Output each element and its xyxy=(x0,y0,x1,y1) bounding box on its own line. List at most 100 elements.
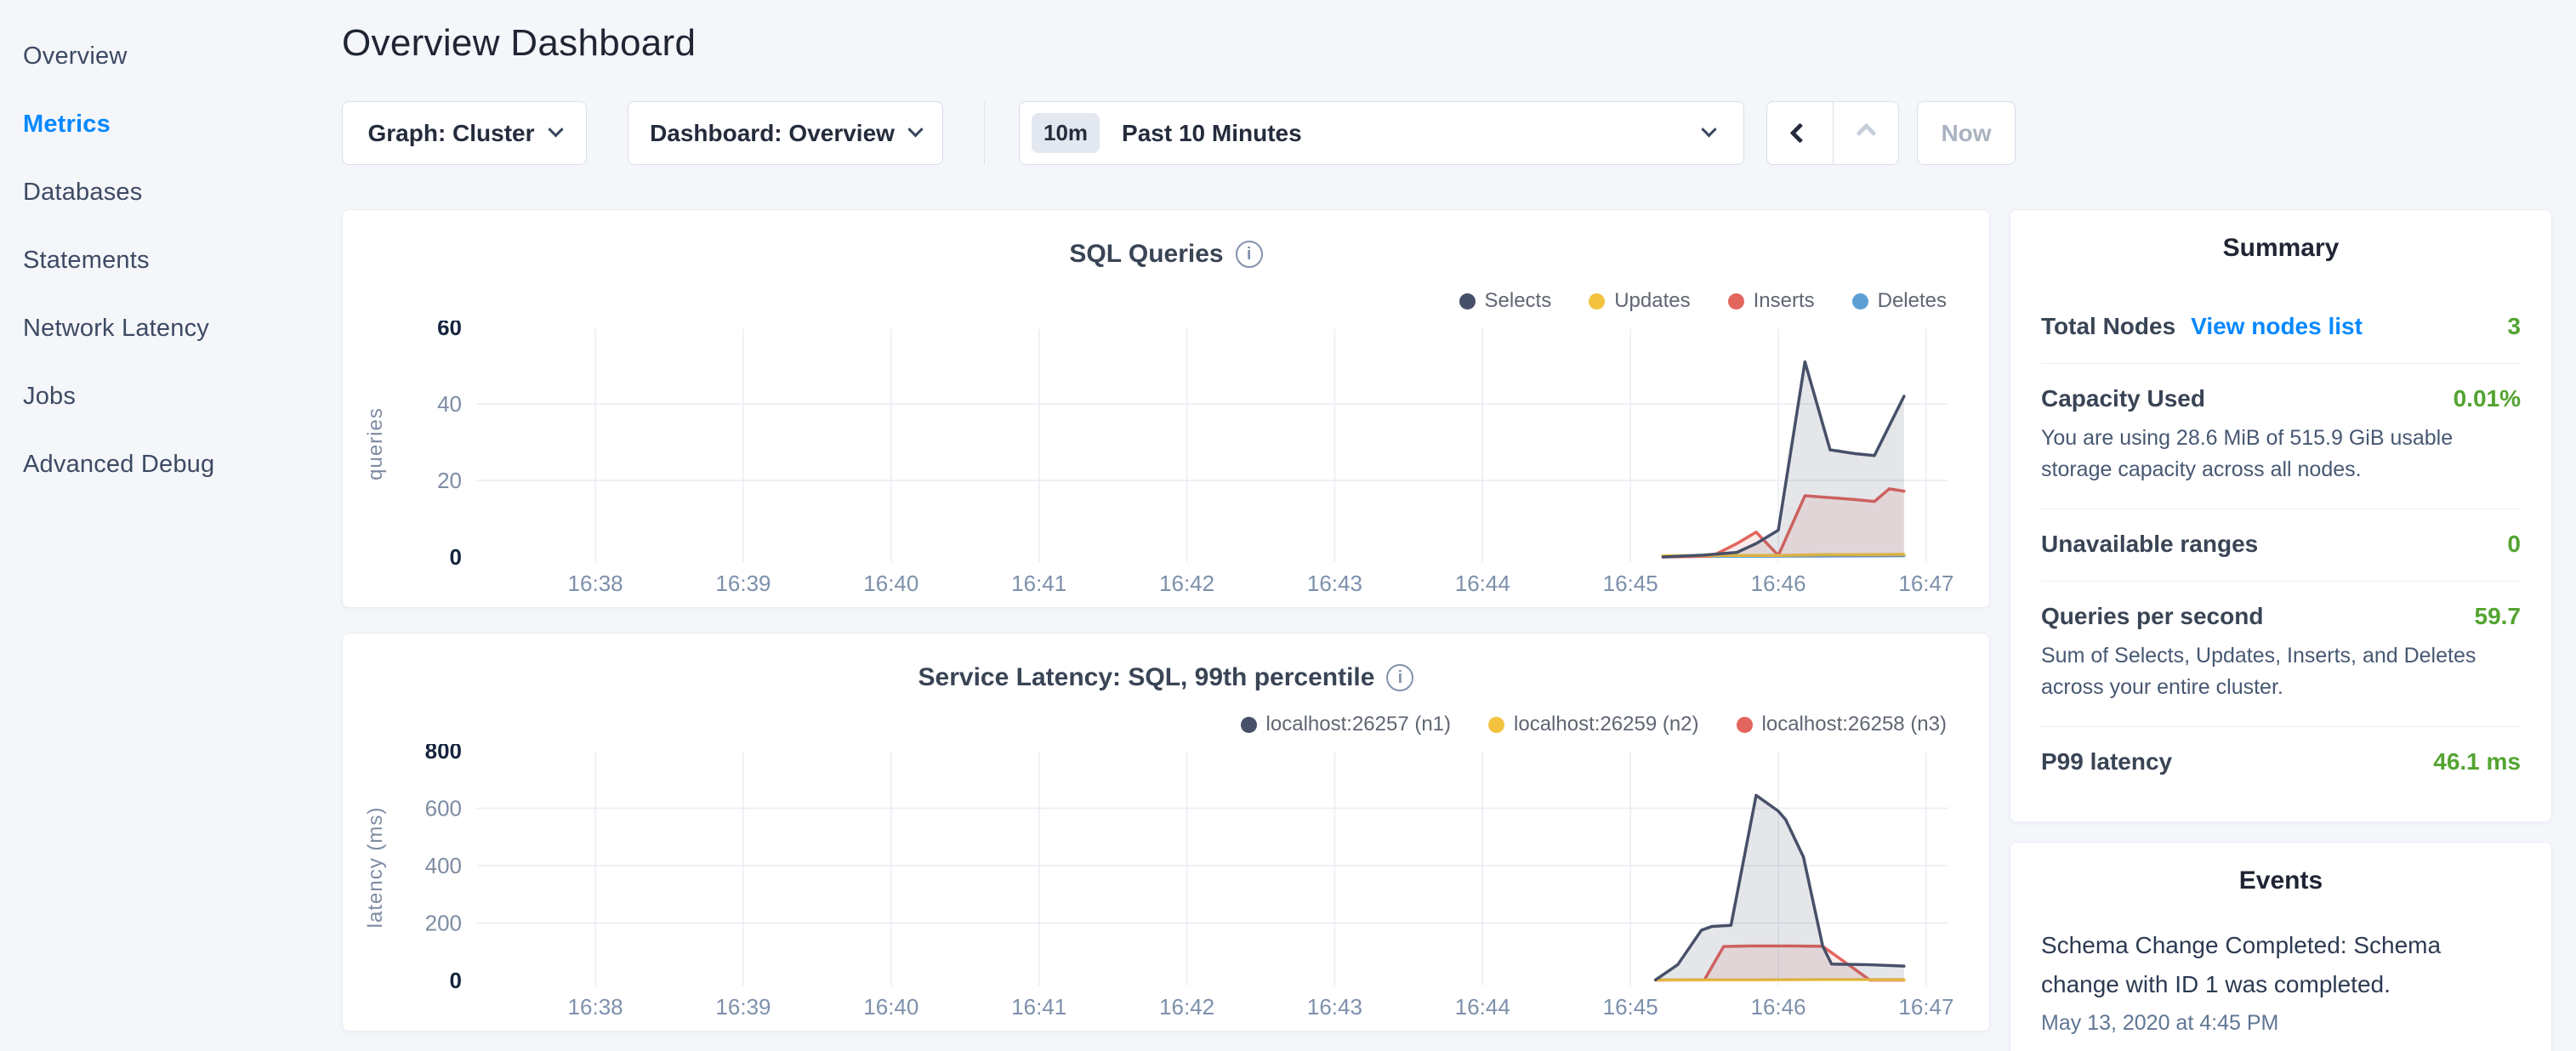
summary-section-queries-per-second: Queries per second 59.7 Sum of Selects, … xyxy=(2041,581,2521,726)
summary-description: You are using 28.6 MiB of 515.9 GiB usab… xyxy=(2041,423,2521,486)
time-step-buttons xyxy=(1766,101,1899,165)
svg-text:16:46: 16:46 xyxy=(1751,994,1806,1020)
chart-title: Service Latency: SQL, 99th percentile xyxy=(918,663,1375,692)
graph-scope-label: Graph: Cluster xyxy=(367,120,534,147)
summary-section-capacity-used: Capacity Used 0.01% You are using 28.6 M… xyxy=(2041,363,2521,508)
sidebar-item-jobs[interactable]: Jobs xyxy=(0,362,342,430)
sidebar-item-metrics[interactable]: Metrics xyxy=(0,90,342,158)
chart-legend: Selects Updates Inserts Deletes xyxy=(343,290,1989,312)
svg-text:16:46: 16:46 xyxy=(1751,571,1806,596)
svg-text:800: 800 xyxy=(425,744,462,764)
info-icon[interactable]: i xyxy=(1386,664,1413,691)
legend-item: localhost:26258 (n3) xyxy=(1737,713,1947,736)
legend-label: Updates xyxy=(1614,289,1690,313)
summary-panel: Summary Total Nodes View nodes list 3 Ca… xyxy=(2010,209,2552,822)
summary-value: 3 xyxy=(2507,313,2521,340)
svg-text:200: 200 xyxy=(425,911,462,936)
sidebar-item-databases[interactable]: Databases xyxy=(0,158,342,226)
svg-text:16:39: 16:39 xyxy=(715,994,771,1020)
svg-text:16:40: 16:40 xyxy=(863,571,918,596)
chevron-down-icon xyxy=(548,122,563,137)
charts-column: SQL Queries i Selects Updates Inserts Delet… xyxy=(342,209,1990,1051)
legend-dot-icon xyxy=(1488,717,1504,733)
sidebar-item-network-latency[interactable]: Network Latency xyxy=(0,294,342,362)
summary-section-p99-latency: P99 latency 46.1 ms xyxy=(2041,726,2521,798)
svg-text:16:38: 16:38 xyxy=(568,994,623,1020)
sidebar-item-statements[interactable]: Statements xyxy=(0,226,342,294)
svg-text:16:41: 16:41 xyxy=(1011,994,1066,1020)
svg-text:0: 0 xyxy=(450,968,462,993)
summary-label: Total Nodes xyxy=(2041,313,2175,340)
sidebar: Overview Metrics Databases Statements Ne… xyxy=(0,22,342,1051)
events-heading: Events xyxy=(2041,866,2521,895)
sidebar-item-overview[interactable]: Overview xyxy=(0,22,342,90)
legend-label: Inserts xyxy=(1754,289,1815,313)
summary-value: 59.7 xyxy=(2475,603,2522,630)
legend-dot-icon xyxy=(1459,293,1476,310)
time-forward-button[interactable] xyxy=(1833,102,1898,164)
view-nodes-list-link[interactable]: View nodes list xyxy=(2191,313,2363,340)
events-panel: Events Schema Change Completed: Schema c… xyxy=(2010,842,2552,1051)
time-range-dropdown[interactable]: 10m Past 10 Minutes xyxy=(1019,101,1744,165)
svg-text:16:40: 16:40 xyxy=(863,994,918,1020)
summary-section-total-nodes: Total Nodes View nodes list 3 xyxy=(2041,292,2521,363)
legend-item: Inserts xyxy=(1728,290,1815,312)
page-title: Overview Dashboard xyxy=(342,22,2576,65)
legend-dot-icon xyxy=(1737,717,1753,733)
legend-label: localhost:26259 (n2) xyxy=(1514,713,1698,736)
now-button[interactable]: Now xyxy=(1917,101,2016,165)
time-range-label: Past 10 Minutes xyxy=(1122,120,1302,147)
chevron-down-icon xyxy=(907,122,923,137)
svg-text:0: 0 xyxy=(450,544,462,570)
sql-queries-chart-card: SQL Queries i Selects Updates Inserts Delet… xyxy=(342,209,1990,608)
svg-text:20: 20 xyxy=(437,468,462,493)
svg-text:600: 600 xyxy=(425,796,462,821)
svg-text:16:43: 16:43 xyxy=(1307,994,1362,1020)
chevron-left-icon xyxy=(1789,122,1810,143)
summary-label: P99 latency xyxy=(2041,748,2172,775)
summary-description: Sum of Selects, Updates, Inserts, and De… xyxy=(2041,640,2521,703)
legend-label: localhost:26258 (n3) xyxy=(1762,713,1947,736)
svg-text:16:44: 16:44 xyxy=(1455,994,1510,1020)
legend-dot-icon xyxy=(1241,717,1257,733)
svg-text:queries: queries xyxy=(364,407,387,480)
svg-text:16:44: 16:44 xyxy=(1455,571,1510,596)
legend-item: localhost:26257 (n1) xyxy=(1241,713,1451,736)
svg-text:40: 40 xyxy=(437,391,462,417)
info-icon[interactable]: i xyxy=(1236,241,1263,268)
service-latency-chart-plot[interactable]: 800 600 400 200 0 16:38 16:39 16:40 16:41 16:42 16… xyxy=(343,744,1991,1025)
legend-dot-icon xyxy=(1589,293,1605,310)
legend-label: Selects xyxy=(1485,289,1552,313)
summary-value: 0.01% xyxy=(2454,385,2521,412)
svg-text:16:47: 16:47 xyxy=(1898,994,1953,1020)
sql-queries-chart-plot[interactable]: 604020016:3816:3916:4016:4116:4216:4316:… xyxy=(343,321,1991,601)
legend-label: Deletes xyxy=(1878,289,1947,313)
summary-label: Queries per second xyxy=(2041,603,2263,630)
summary-label: Capacity Used xyxy=(2041,385,2205,412)
svg-text:16:45: 16:45 xyxy=(1603,571,1658,596)
svg-text:16:38: 16:38 xyxy=(568,571,623,596)
legend-dot-icon xyxy=(1852,293,1868,310)
sidebar-item-advanced-debug[interactable]: Advanced Debug xyxy=(0,430,342,498)
legend-item: Deletes xyxy=(1852,290,1947,312)
graph-scope-dropdown[interactable]: Graph: Cluster xyxy=(342,101,587,165)
summary-value: 46.1 ms xyxy=(2433,748,2521,775)
dashboard-controls: Graph: Cluster Dashboard: Overview 10m P… xyxy=(342,101,2576,165)
dashboard-dropdown[interactable]: Dashboard: Overview xyxy=(628,101,943,165)
legend-item: Selects xyxy=(1459,290,1552,312)
event-timestamp: May 13, 2020 at 4:45 PM xyxy=(2041,1011,2521,1036)
summary-value: 0 xyxy=(2507,531,2521,558)
legend-item: localhost:26259 (n2) xyxy=(1488,713,1698,736)
summary-section-unavailable-ranges: Unavailable ranges 0 xyxy=(2041,508,2521,581)
chart-title: SQL Queries xyxy=(1069,240,1223,269)
legend-label: localhost:26257 (n1) xyxy=(1266,713,1451,736)
event-list-item[interactable]: Schema Change Completed: Schema change w… xyxy=(2041,926,2521,1036)
svg-text:400: 400 xyxy=(425,853,462,878)
summary-heading: Summary xyxy=(2041,234,2521,263)
svg-text:16:45: 16:45 xyxy=(1603,994,1658,1020)
svg-text:16:42: 16:42 xyxy=(1159,994,1214,1020)
svg-text:16:47: 16:47 xyxy=(1898,571,1953,596)
time-back-button[interactable] xyxy=(1767,102,1833,164)
legend-dot-icon xyxy=(1728,293,1744,310)
svg-text:latency (ms): latency (ms) xyxy=(364,807,387,929)
